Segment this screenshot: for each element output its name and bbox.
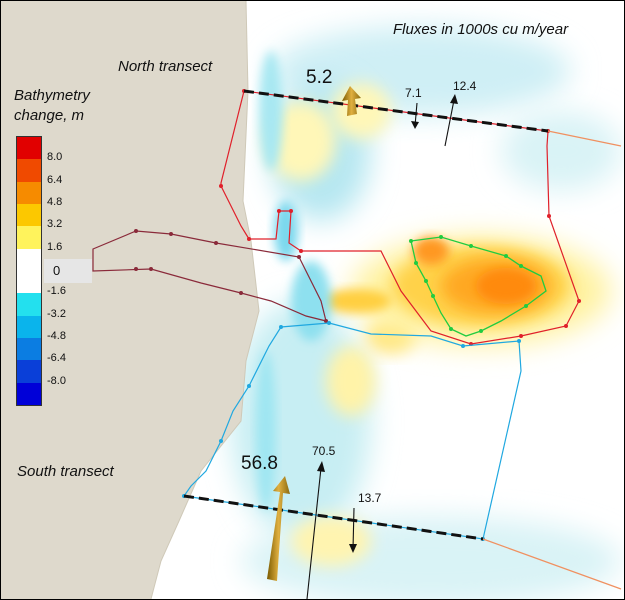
legend-tick-label: 3.2 [47,218,63,231]
legend-swatch [17,203,41,227]
inlet-channel-vertices [134,229,328,323]
legend-swatch [17,159,41,182]
legend-tick-label: -6.4 [47,352,66,365]
legend-swatch [17,315,41,338]
south-transect-label: South transect [17,463,114,480]
north-polygon [220,90,580,345]
north-southward-flux-value: 7.1 [405,86,422,100]
north-southward-flux-arrow [411,102,419,129]
south-polygon [182,322,522,540]
legend-tick-label: -8.0 [47,374,66,387]
shoal-polygon [410,236,547,337]
north-transect-label: North transect [118,58,213,75]
north-net-flux-value: 5.2 [306,67,333,88]
south-southward-flux-value: 13.7 [358,491,382,505]
legend-swatch [17,181,41,204]
legend-zero-highlight [44,259,92,283]
north-northward-flux-value: 12.4 [453,79,477,93]
north-northward-flux-arrow [444,94,458,147]
legend-tick-label: 8.0 [47,151,63,164]
legend-title-line1: Bathymetry [14,87,90,104]
map-title: Fluxes in 1000s cu m/year [393,21,569,38]
south-southward-flux-arrow [349,507,357,553]
legend-color-bar [16,136,42,406]
legend-title: Bathymetry change, m [14,86,90,126]
south-northward-flux-value: 70.5 [312,444,336,458]
legend-tick-label: 6.4 [47,173,63,186]
inlet-channel-polygon [92,230,327,322]
legend-swatch [17,226,41,249]
north-net-flux-arrow [342,86,361,116]
land-area [1,1,259,599]
legend-title-line2: change, m [14,107,85,124]
south-transect-line [183,494,484,541]
north-transect-line [243,89,549,133]
legend-swatch [17,382,41,405]
legend-swatch [17,293,41,316]
shoal-polygon-vertices [409,235,528,333]
legend-swatch [17,337,41,361]
bathymetry-change-field [91,26,621,599]
legend-swatch [17,270,41,294]
legend-tick-label: -1.6 [47,285,66,298]
legend-swatch [17,360,41,383]
south-net-flux-arrow [267,476,290,581]
legend-tick-label: -4.8 [47,330,66,342]
legend-swatch [17,248,41,271]
legend-tick-label: -3.2 [47,307,66,320]
legend-tick-label: 4.8 [47,196,63,208]
legend-tick-label: 1.6 [47,240,63,253]
south-northward-flux-arrow [306,461,325,599]
legend-tick-label: 0 [53,263,61,278]
south-net-flux-value: 56.8 [241,453,278,474]
legend-swatch [17,137,41,160]
